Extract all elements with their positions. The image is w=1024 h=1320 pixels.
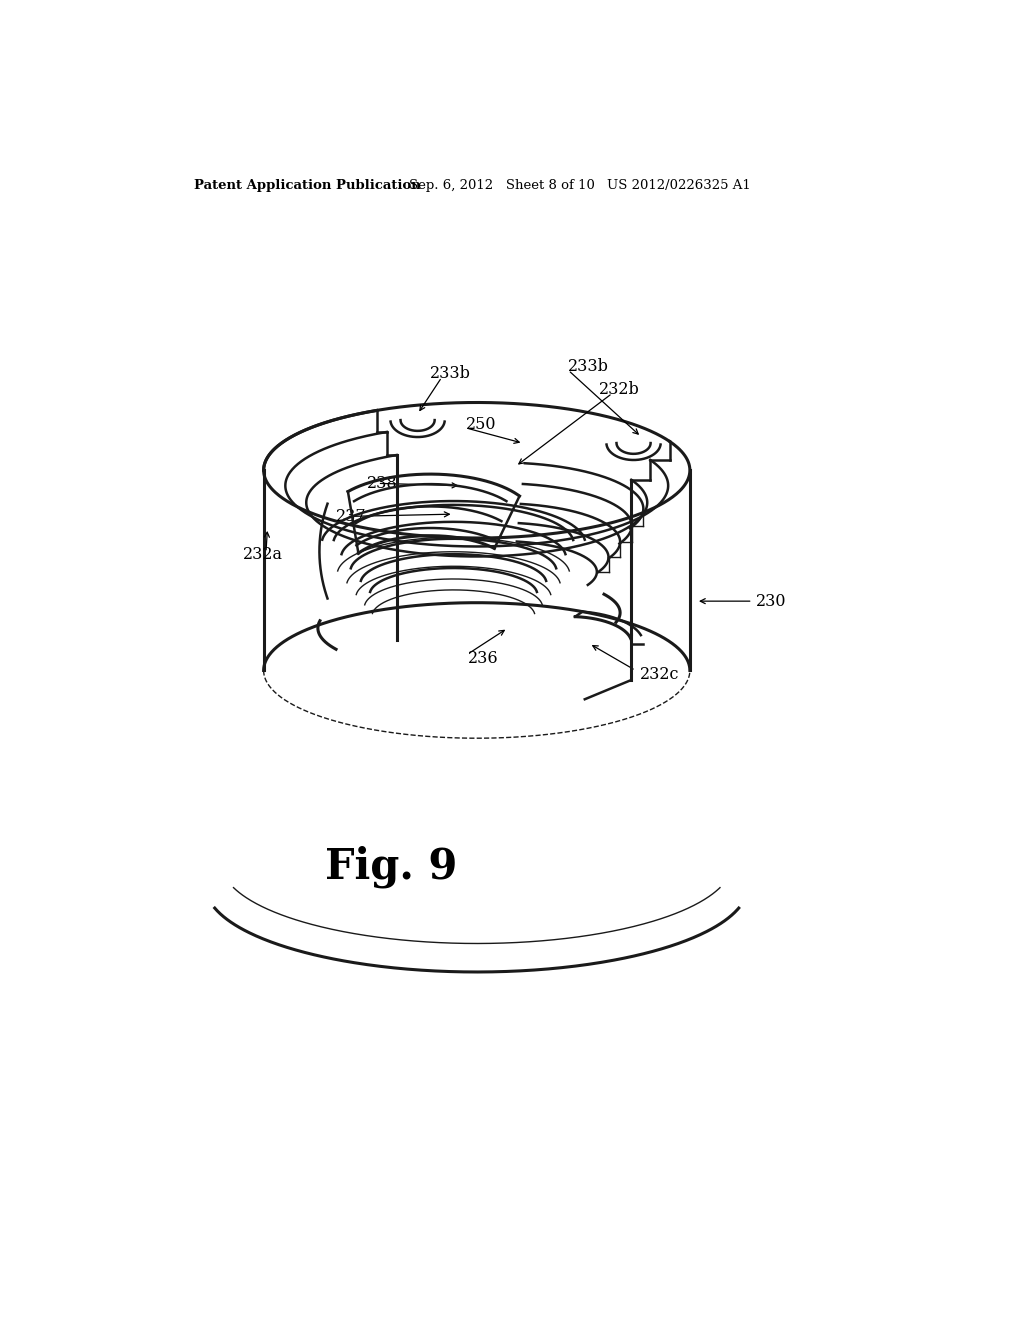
Text: 237: 237 <box>336 508 367 525</box>
Text: 236: 236 <box>467 651 498 668</box>
Text: 233b: 233b <box>568 358 609 375</box>
Text: 233b: 233b <box>430 366 471 383</box>
Text: 232c: 232c <box>640 665 679 682</box>
Text: 230: 230 <box>756 593 786 610</box>
Text: 238: 238 <box>367 475 397 492</box>
Text: US 2012/0226325 A1: US 2012/0226325 A1 <box>607 178 751 191</box>
Text: 232b: 232b <box>599 381 640 397</box>
Text: Sep. 6, 2012   Sheet 8 of 10: Sep. 6, 2012 Sheet 8 of 10 <box>410 178 595 191</box>
Text: Patent Application Publication: Patent Application Publication <box>194 178 421 191</box>
Text: 250: 250 <box>466 416 497 433</box>
Text: 232a: 232a <box>243 546 283 564</box>
Text: Fig. 9: Fig. 9 <box>326 846 458 888</box>
